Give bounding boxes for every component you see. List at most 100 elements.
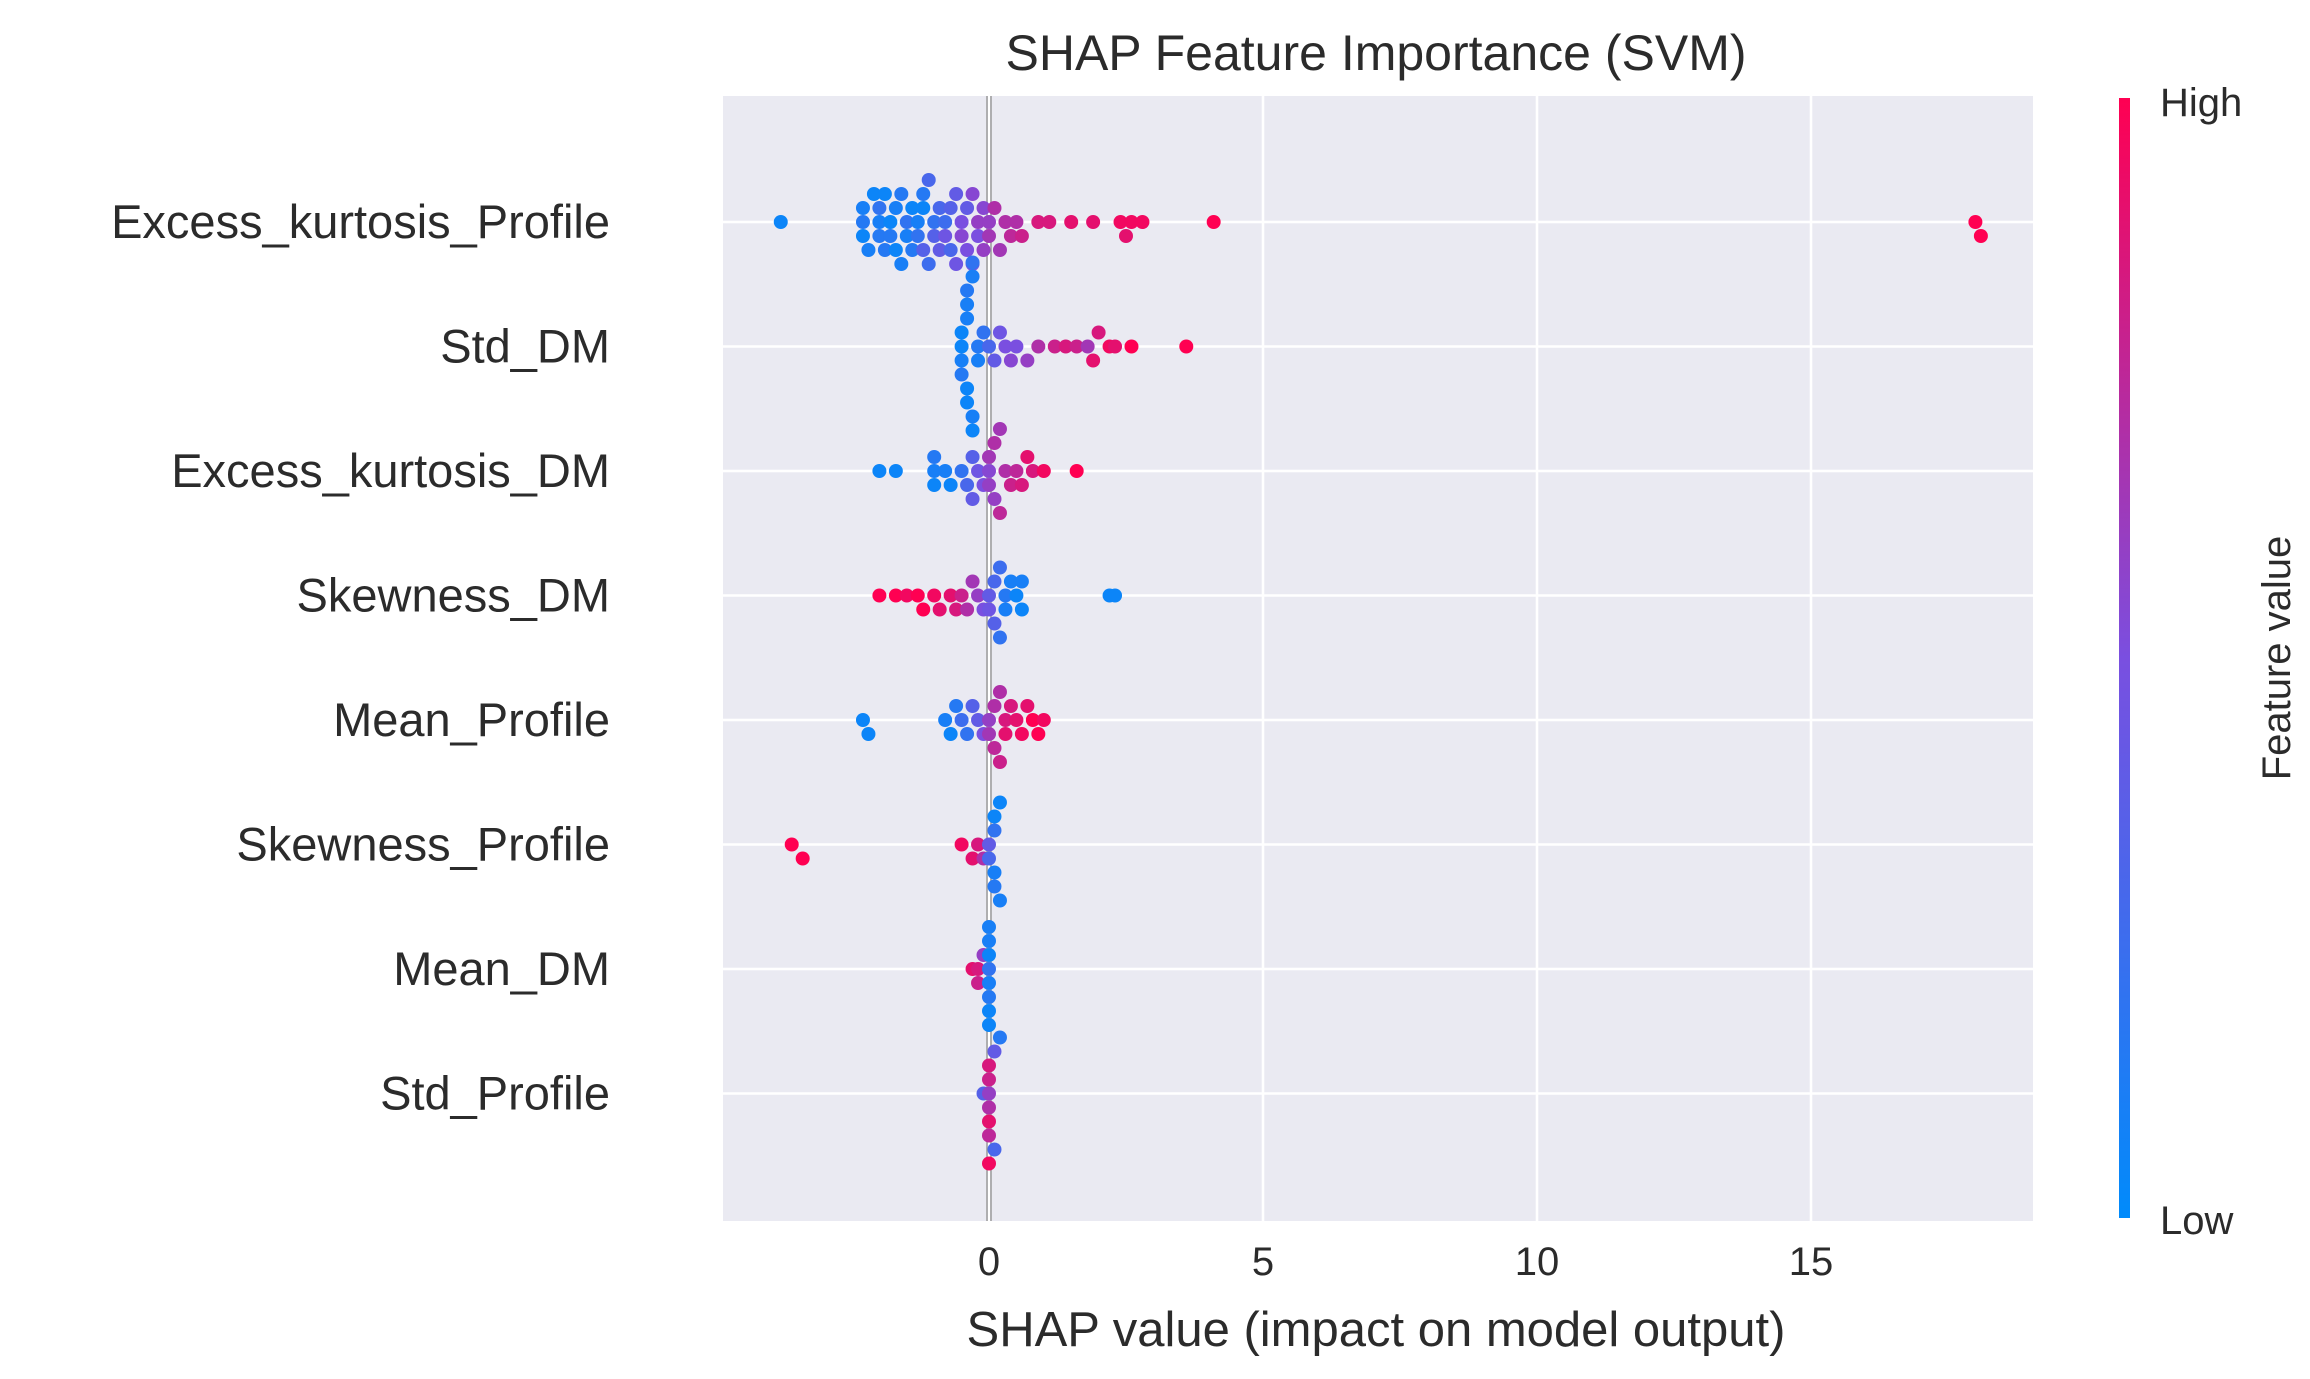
shap-point-Std_DM	[1003, 353, 1018, 368]
shap-point-Std_Profile	[987, 1142, 1002, 1157]
shap-point-Mean_Profile	[1036, 713, 1051, 727]
shap-point-Excess_kurtosis_DM	[1025, 464, 1040, 478]
shap-point-Std_DM	[976, 325, 991, 340]
shap-point-Excess_kurtosis_Profile	[905, 201, 920, 215]
shap-point-Excess_kurtosis_DM	[965, 450, 980, 464]
shap-point-Std_Profile	[982, 1156, 996, 1171]
shap-point-Skewness_DM	[998, 588, 1013, 603]
shap-point-Skewness_Profile	[992, 795, 1007, 810]
shap-point-Skewness_DM	[1003, 574, 1018, 589]
shap-point-Excess_kurtosis_DM	[888, 464, 903, 478]
zero-line	[986, 96, 992, 1221]
shap-point-Mean_Profile	[987, 699, 1002, 713]
shap-point-Mean_Profile	[943, 727, 958, 741]
shap-point-Std_DM	[954, 339, 969, 354]
shap-point-Excess_kurtosis_Profile	[916, 201, 931, 215]
shap-point-Excess_kurtosis_DM	[992, 422, 1007, 436]
feature-label: Excess_kurtosis_DM	[171, 444, 610, 497]
shap-point-Excess_kurtosis_Profile	[1031, 215, 1046, 229]
shap-point-Mean_DM	[982, 1018, 996, 1032]
chart-title: SHAP Feature Importance (SVM)	[1005, 25, 1746, 81]
shap-point-Skewness_DM	[982, 588, 996, 603]
shap-point-Skewness_DM	[965, 574, 980, 589]
shap-point-Excess_kurtosis_DM	[982, 478, 996, 492]
shap-point-Skewness_DM	[998, 602, 1013, 617]
shap-point-Std_DM	[971, 339, 986, 354]
shap-point-Excess_kurtosis_DM	[1020, 450, 1035, 464]
shap-point-Mean_Profile	[1020, 699, 1035, 713]
data-points	[773, 173, 1988, 1171]
plot-area	[723, 96, 2033, 1221]
shap-point-Excess_kurtosis_Profile	[1135, 215, 1150, 229]
shap-point-Excess_kurtosis_Profile	[949, 187, 964, 201]
shap-point-Mean_Profile	[855, 713, 870, 727]
feature-label: Skewness_DM	[297, 569, 610, 622]
shap-point-Std_Profile	[982, 1058, 996, 1073]
shap-point-Excess_kurtosis_Profile	[971, 215, 986, 229]
shap-point-Skewness_DM	[954, 588, 969, 603]
shap-point-Skewness_DM	[987, 616, 1002, 631]
shap-point-Std_DM	[965, 409, 980, 424]
shap-point-Skewness_Profile	[795, 851, 810, 866]
shap-point-Skewness_DM	[932, 602, 947, 617]
shap-point-Std_DM	[960, 311, 975, 326]
shap-point-Std_DM	[954, 367, 969, 382]
shap-point-Excess_kurtosis_Profile	[938, 229, 953, 243]
shap-point-Excess_kurtosis_DM	[1003, 478, 1018, 492]
feature-label: Std_DM	[440, 320, 610, 373]
colorbar	[2119, 98, 2130, 1218]
shap-point-Mean_DM	[982, 1004, 996, 1018]
x-tick-label: 10	[1515, 1240, 1560, 1284]
feature-label: Skewness_Profile	[236, 818, 610, 871]
shap-point-Skewness_Profile	[965, 851, 980, 866]
shap-point-Excess_kurtosis_Profile	[927, 215, 942, 229]
shap-point-Excess_kurtosis_Profile	[1003, 229, 1018, 243]
shap-point-Mean_Profile	[861, 727, 876, 741]
shap-point-Std_DM	[1091, 325, 1106, 340]
shap-point-Skewness_DM	[987, 574, 1002, 589]
shap-point-Excess_kurtosis_Profile	[954, 229, 969, 243]
shap-point-Skewness_Profile	[987, 879, 1002, 894]
shap-point-Std_DM	[1179, 339, 1194, 354]
shap-point-Std_DM	[982, 339, 996, 354]
shap-point-Skewness_DM	[992, 630, 1007, 645]
shap-point-Excess_kurtosis_DM	[965, 492, 980, 506]
shap-point-Std_DM	[965, 423, 980, 438]
shap-point-Std_Profile	[982, 1128, 996, 1143]
shap-point-Excess_kurtosis_Profile	[982, 215, 996, 229]
shap-point-Mean_DM	[982, 976, 996, 990]
feature-label: Mean_DM	[393, 942, 610, 995]
shap-point-Excess_kurtosis_Profile	[1124, 215, 1139, 229]
shap-point-Excess_kurtosis_Profile	[883, 229, 898, 243]
shap-point-Excess_kurtosis_DM	[982, 464, 996, 478]
shap-point-Std_DM	[965, 269, 980, 284]
shap-point-Mean_Profile	[971, 713, 986, 727]
shap-point-Mean_Profile	[992, 685, 1007, 699]
shap-point-Excess_kurtosis_Profile	[861, 243, 876, 257]
shap-point-Excess_kurtosis_Profile	[987, 201, 1002, 215]
shap-point-Excess_kurtosis_DM	[971, 464, 986, 478]
shap-point-Excess_kurtosis_Profile	[855, 201, 870, 215]
shap-point-Skewness_Profile	[982, 851, 996, 866]
shap-point-Excess_kurtosis_Profile	[888, 243, 903, 257]
shap-point-Skewness_DM	[1108, 588, 1123, 603]
shap-point-Excess_kurtosis_Profile	[1042, 215, 1057, 229]
shap-point-Std_Profile	[987, 1044, 1002, 1059]
shap-point-Skewness_DM	[960, 602, 975, 617]
shap-point-Excess_kurtosis_Profile	[943, 201, 958, 215]
shap-point-Excess_kurtosis_DM	[1036, 464, 1051, 478]
colorbar-high-label: High	[2160, 81, 2242, 125]
shap-point-Std_DM	[1124, 339, 1139, 354]
shap-point-Excess_kurtosis_DM	[938, 464, 953, 478]
shap-point-Mean_Profile	[998, 713, 1013, 727]
shap-point-Excess_kurtosis_Profile	[1014, 229, 1029, 243]
shap-point-Excess_kurtosis_Profile	[982, 229, 996, 243]
shap-point-Skewness_DM	[910, 588, 925, 603]
shap-point-Std_DM	[1020, 353, 1035, 368]
shap-point-Std_DM	[960, 297, 975, 312]
x-tick-label: 15	[1789, 1240, 1834, 1284]
shap-point-Std_DM	[954, 325, 969, 340]
feature-label: Mean_Profile	[333, 693, 610, 746]
shap-point-Mean_Profile	[1031, 727, 1046, 741]
